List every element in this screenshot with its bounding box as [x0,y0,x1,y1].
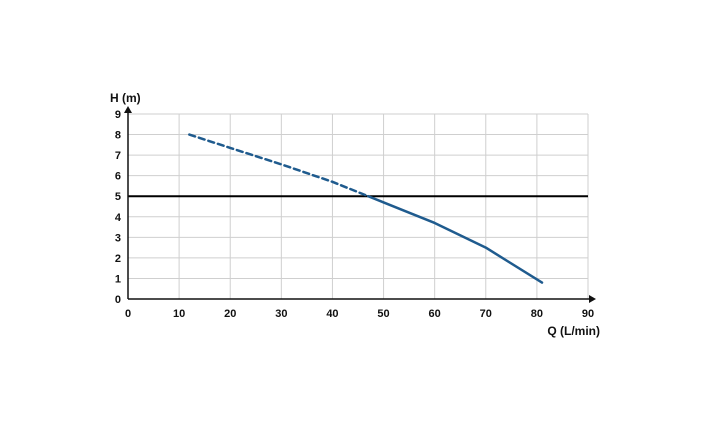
y-tick-label: 6 [115,171,121,183]
pump-curve-solid-segment [366,194,544,284]
y-tick-label: 0 [115,294,121,306]
y-tick-label: 8 [115,130,121,142]
x-tick-label: 60 [429,308,441,320]
x-tick-label: 0 [125,308,131,320]
series-layer [188,133,544,284]
y-tick-label: 9 [115,109,121,121]
x-axis-arrow [589,295,596,303]
y-tick-label: 4 [115,212,122,224]
axes [124,106,596,303]
y-tick-label: 1 [115,273,121,285]
x-tick-label: 20 [224,308,236,320]
y-axis-label: H (m) [110,91,141,105]
grid [128,113,589,299]
y-tick-label: 5 [115,191,121,203]
y-tick-label: 3 [115,232,121,244]
x-axis-label: Q (L/min) [547,324,600,338]
y-tick-label: 7 [115,150,121,162]
x-tick-label: 40 [326,308,338,320]
y-tick-label: 2 [115,253,121,265]
pump-curve-dashed-segment [188,133,370,198]
x-tick-label: 80 [531,308,543,320]
x-tick-label: 30 [275,308,287,320]
x-tick-label: 50 [377,308,389,320]
x-tick-label: 10 [173,308,185,320]
x-tick-label: 90 [582,308,594,320]
x-tick-label: 70 [480,308,492,320]
y-axis-arrow [124,106,132,113]
tick-labels: 0 10 20 30 40 50 60 70 80 90 0 1 2 3 4 5 6 7 8 9 [115,109,594,320]
